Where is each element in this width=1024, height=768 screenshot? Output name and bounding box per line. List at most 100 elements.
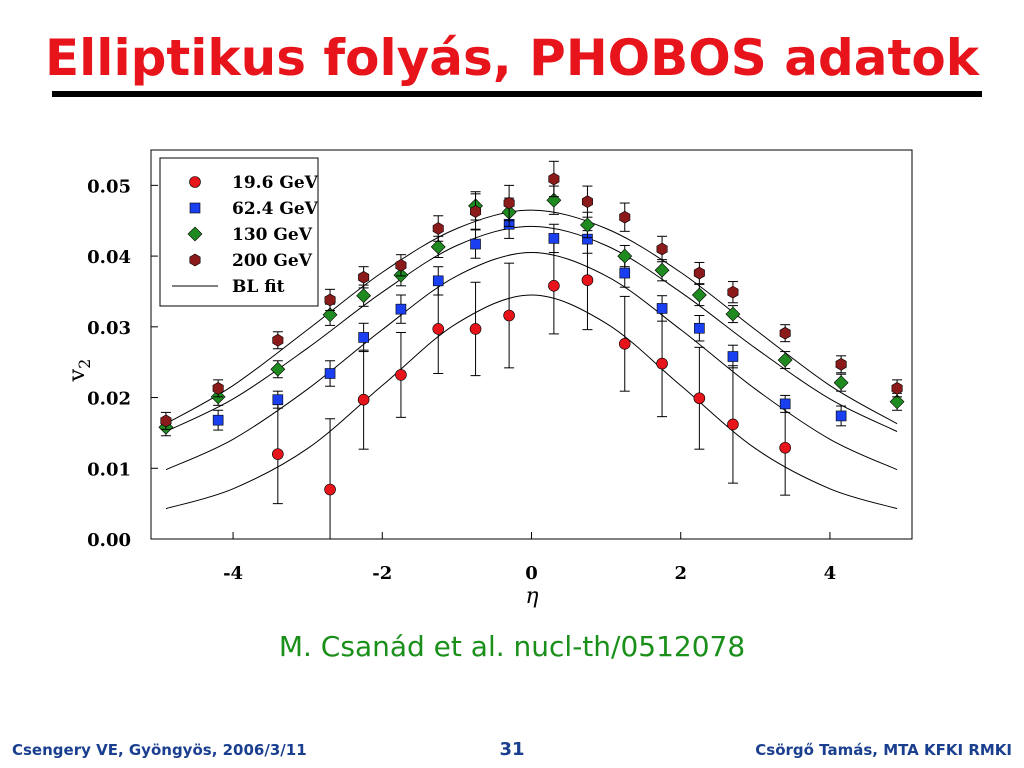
y-axis: 0.00 0.01 0.02 0.03 0.04 0.05: [87, 176, 158, 551]
data-point: [779, 326, 791, 340]
data-point: [617, 248, 633, 264]
legend-marker: [189, 176, 201, 188]
data-point: [779, 398, 791, 410]
data-point: [548, 279, 560, 292]
bl-fit-curve-1: [165, 294, 898, 510]
x-tick-label: -4: [223, 563, 243, 584]
data-point: [272, 333, 284, 347]
y-axis-label-v: v2: [65, 359, 94, 383]
data-point: [833, 375, 849, 391]
series-62-4-gev: [212, 209, 847, 431]
data-point: [725, 306, 741, 322]
data-point: [470, 205, 482, 218]
x-axis: -4 -2 0 2 4: [223, 532, 836, 584]
data-point: [777, 352, 793, 368]
data-point: [693, 266, 705, 280]
y-tick-label: 0.00: [87, 530, 131, 551]
data-point: [693, 392, 706, 405]
data-point: [835, 410, 847, 422]
data-point: [727, 285, 739, 299]
data-point: [503, 196, 515, 210]
data-point: [430, 239, 446, 255]
data-point: [212, 382, 224, 395]
x-tick-label: -2: [372, 563, 392, 584]
series-200-gev: [160, 160, 903, 430]
legend-label: 200 GeV: [232, 251, 313, 271]
citation: M. Csanád et al. nucl-th/0512078: [278, 630, 746, 663]
y-axis-label-subscript: 2: [75, 359, 94, 369]
legend-marker: [189, 202, 201, 214]
data-point: [395, 303, 407, 315]
data-point: [618, 337, 631, 350]
data-point: [322, 307, 338, 323]
data-point: [395, 369, 407, 381]
data-point: [891, 382, 903, 395]
data-point: [272, 448, 284, 460]
data-point: [324, 483, 336, 496]
x-tick-label: 0: [525, 563, 538, 584]
footer-author: Csörgő Tamás, MTA KFKI RMKI: [755, 741, 1012, 759]
x-axis-label: η: [525, 584, 538, 609]
y-tick-label: 0.02: [87, 389, 131, 410]
data-points: [158, 160, 905, 539]
y-tick-label: 0.01: [87, 459, 131, 480]
bl-fit-curve-4: [165, 209, 898, 425]
x-tick-label: 2: [674, 563, 687, 584]
data-point: [727, 418, 739, 431]
data-point: [324, 293, 336, 307]
data-point: [272, 394, 284, 405]
legend-label: 62.4 GeV: [232, 199, 319, 219]
data-point: [324, 368, 336, 379]
title-divider: [52, 91, 982, 97]
bl-fit-curve-3: [165, 225, 898, 432]
data-point: [581, 274, 594, 286]
data-point: [358, 332, 369, 343]
data-point: [432, 275, 444, 287]
bl-fit-curve-2: [165, 252, 898, 471]
data-point: [356, 288, 372, 304]
data-point: [503, 309, 515, 322]
data-point: [889, 394, 905, 410]
legend-label: 130 GeV: [232, 225, 313, 245]
data-point: [691, 287, 707, 303]
data-point: [656, 242, 668, 256]
data-point: [580, 217, 595, 233]
data-point: [212, 414, 224, 426]
data-point: [270, 361, 286, 377]
legend-label: BL fit: [232, 277, 285, 297]
y-axis-label-main: v: [65, 368, 90, 382]
page-number: 31: [499, 739, 525, 760]
data-point: [470, 238, 481, 250]
slide-title: Elliptikus folyás, PHOBOS adatok: [45, 29, 979, 87]
data-point: [619, 210, 631, 224]
data-point: [581, 195, 593, 208]
legend-box: [159, 157, 319, 307]
data-point: [469, 323, 482, 335]
data-point: [727, 351, 739, 362]
data-point: [656, 303, 668, 314]
data-point: [357, 393, 370, 406]
x-tick-label: 4: [824, 563, 837, 584]
data-point: [395, 258, 407, 272]
y-tick-label: 0.03: [87, 318, 131, 339]
data-point: [358, 270, 370, 284]
data-point: [835, 357, 847, 371]
data-point: [779, 441, 791, 454]
legend: 19.6 GeV 62.4 GeV 130 GeV 200 GeV BL fit: [159, 157, 319, 307]
y-tick-label: 0.04: [87, 247, 131, 268]
data-point: [619, 267, 631, 279]
data-point: [548, 233, 560, 244]
data-point: [160, 414, 172, 428]
legend-marker: [187, 226, 203, 242]
data-point: [432, 323, 445, 335]
series-19-6-gev: [272, 230, 791, 539]
fit-curves: [165, 209, 898, 510]
legend-marker: [189, 253, 201, 267]
data-point: [654, 262, 670, 278]
data-point: [694, 322, 705, 334]
data-point: [656, 357, 668, 370]
legend-label: 19.6 GeV: [232, 173, 319, 193]
data-point: [432, 222, 444, 235]
y-tick-label: 0.05: [87, 176, 131, 197]
